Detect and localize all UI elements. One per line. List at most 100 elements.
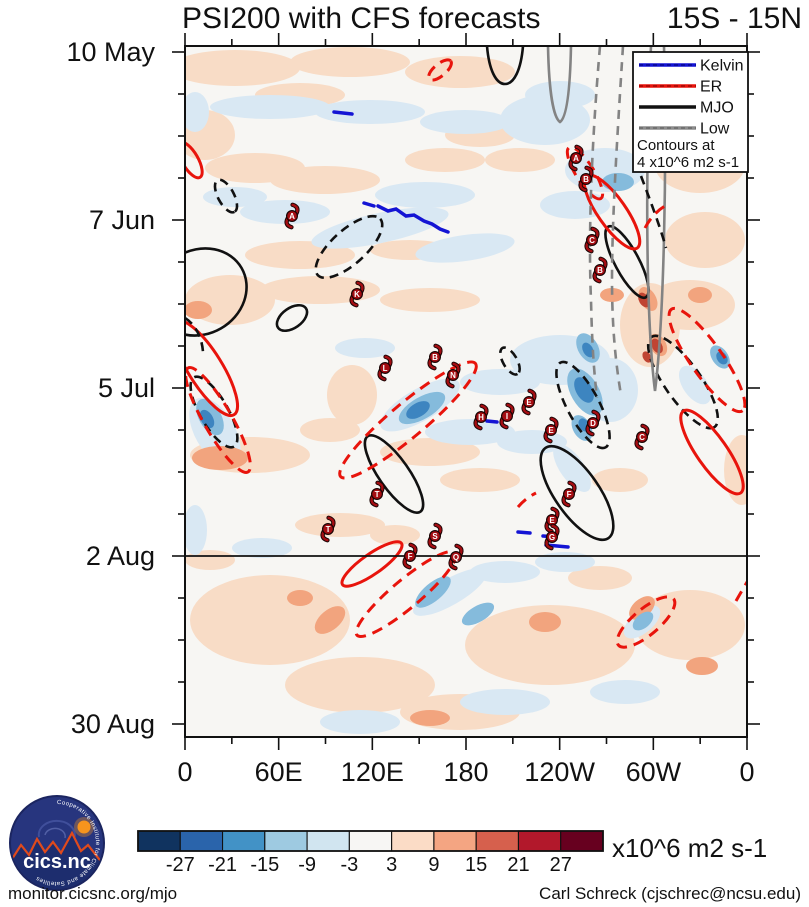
- cyclone-disc: [544, 423, 558, 437]
- plot-field: [185, 46, 747, 734]
- cyclone-disc: [579, 172, 593, 186]
- shading-blob: [285, 657, 435, 713]
- cyclone-letter: Q: [453, 553, 459, 562]
- cyclone-disc: [522, 395, 536, 409]
- colorbar-tick-label: -3: [340, 854, 358, 876]
- cyclone-arm: [376, 481, 384, 493]
- shading-blob: [470, 561, 540, 583]
- shading-blob: [582, 342, 594, 358]
- shading-blob: [688, 287, 712, 303]
- tropical-cyclone-marker: N: [445, 361, 461, 389]
- shading-blob: [260, 276, 380, 304]
- shading-blob: [415, 576, 451, 608]
- legend-box: [632, 51, 749, 173]
- tropical-cyclone-marker: Q: [448, 543, 464, 571]
- shading-blob: [370, 525, 420, 545]
- shading-blob: [553, 444, 591, 492]
- cyclone-letter: B: [597, 266, 603, 275]
- cyclone-letter: T: [375, 490, 380, 499]
- cyclone-disc: [428, 350, 442, 364]
- colorbar-tick-label: -15: [250, 854, 279, 876]
- cicsnc-logo: cics.nc Cooperative Institute for Climat…: [9, 795, 105, 891]
- shading-blob: [602, 173, 634, 191]
- tropical-cyclone-marker: B: [427, 343, 443, 371]
- cyclone-arm: [528, 389, 536, 401]
- mjo-wave-contour: [499, 346, 521, 376]
- cyclone-arm: [545, 538, 553, 550]
- mjo-wave-contour: [185, 316, 205, 353]
- tropical-cyclone-marker: I: [499, 402, 515, 430]
- cyclone-arm: [544, 431, 552, 443]
- cyclone-arm: [599, 257, 607, 269]
- shading-blob: [686, 657, 718, 675]
- tropical-cyclone-marker: E: [521, 388, 537, 416]
- y-axis-label: 2 Aug: [86, 541, 155, 571]
- footer-url: monitor.cicsnc.org/mjo: [8, 884, 178, 903]
- er-wave-contour: [427, 58, 453, 82]
- tropical-cyclone-marker: K: [349, 280, 365, 308]
- colorbar-tick-label: 15: [465, 854, 487, 876]
- logo-swirl: [44, 827, 66, 839]
- shading-blob: [300, 418, 360, 442]
- cyclone-arm: [455, 544, 463, 556]
- cyclone-arm: [585, 241, 593, 253]
- shading-blob: [635, 590, 745, 660]
- colorbar-segment: [221, 830, 266, 852]
- tropical-cyclone-marker: F: [402, 542, 418, 570]
- x-axis-label: 180: [443, 757, 488, 787]
- shading-blob: [405, 56, 515, 88]
- cyclone-arm: [384, 355, 392, 367]
- cyclone-letter: N: [450, 371, 456, 380]
- shading-blob: [632, 611, 654, 631]
- cyclone-letter: A: [573, 154, 579, 163]
- mjo-wave-contour: [639, 175, 668, 249]
- cyclone-arm: [506, 403, 514, 415]
- shading-blob: [425, 419, 515, 445]
- colorbar-units: x10^6 m2 s-1: [612, 833, 767, 863]
- er-wave-contour: [516, 491, 537, 508]
- shading-blob: [185, 50, 300, 86]
- shading-blob: [461, 602, 495, 626]
- shading-blob: [460, 689, 550, 715]
- tropical-cyclone-marker: C: [634, 423, 650, 451]
- shading-blob: [327, 365, 377, 425]
- cyclone-disc: [403, 549, 417, 563]
- cyclone-arm: [474, 418, 482, 430]
- shading-blob: [270, 166, 380, 194]
- cyclone-arm: [579, 180, 587, 192]
- mjo-wave-contour: [185, 247, 248, 337]
- colorbar-frame: [137, 830, 604, 852]
- logo-sun-icon: [77, 820, 91, 834]
- logo-mountains: [11, 830, 103, 889]
- cyclone-arm: [446, 376, 454, 388]
- cyclone-letter: C: [589, 236, 595, 245]
- cyclone-arm: [545, 521, 553, 533]
- er-wave-contour: [185, 366, 252, 474]
- cyclone-disc: [285, 209, 299, 223]
- y-axis-label: 7 Jun: [89, 205, 155, 235]
- colorbar-tick-label: -27: [166, 854, 195, 876]
- er-wave-contour: [338, 360, 478, 480]
- cyclone-arm: [452, 362, 460, 374]
- cyclone-arm: [285, 217, 293, 229]
- colorbar-tick-label: -9: [298, 854, 316, 876]
- shading-blob: [232, 538, 292, 558]
- shading-blob: [465, 605, 635, 685]
- tropical-cyclone-marker: L: [377, 354, 393, 382]
- mjo-wave-contour: [485, 46, 525, 86]
- mjo-wave-contour: [539, 444, 615, 542]
- mjo-wave-contour: [555, 360, 611, 450]
- shading-blob: [525, 81, 595, 109]
- cyclone-disc: [449, 550, 463, 564]
- tropical-cyclone-marker: F: [561, 480, 577, 508]
- er-wave-contour: [734, 579, 747, 602]
- cyclone-letter: A: [289, 212, 295, 221]
- cyclone-letter: E: [549, 516, 555, 525]
- shading-blob: [185, 505, 207, 555]
- logo-wordmark: cics.nc: [23, 851, 91, 873]
- shading-blob: [287, 590, 313, 606]
- shading-blob: [540, 191, 610, 219]
- tropical-cyclone-marker: T: [320, 515, 336, 543]
